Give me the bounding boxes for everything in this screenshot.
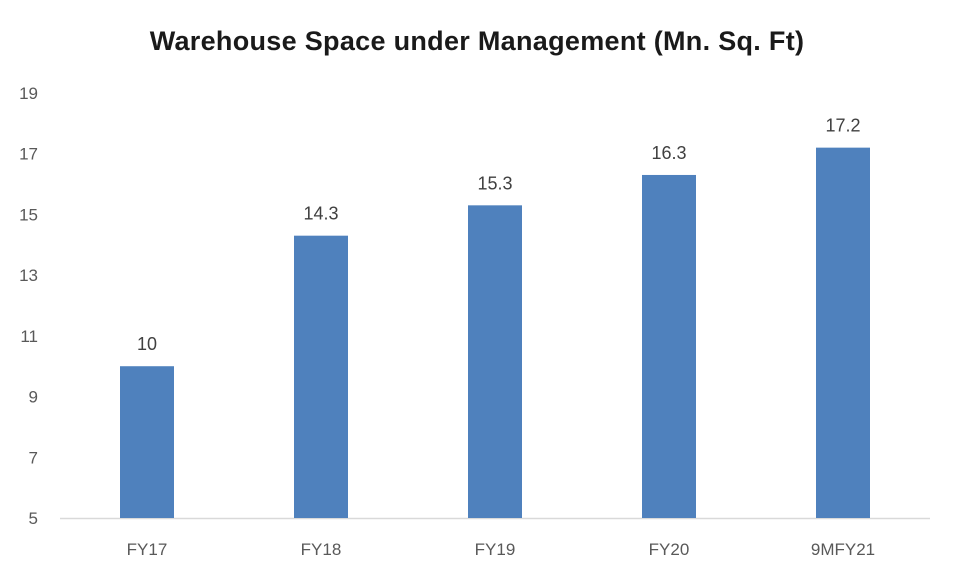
data-label-fy17: 10 [137, 334, 157, 354]
x-axis-category-labels: FY17 FY18 FY19 FY20 9MFY21 [127, 540, 875, 559]
bars [120, 147, 870, 519]
chart-title: Warehouse Space under Management (Mn. Sq… [149, 26, 805, 56]
y-tick-label: 17 [19, 145, 38, 164]
y-tick-label: 19 [19, 84, 38, 103]
bar-fy19 [468, 205, 522, 519]
data-label-fy18: 14.3 [303, 204, 338, 224]
bar-fy18 [294, 235, 348, 518]
x-tick-label-fy17: FY17 [127, 540, 168, 559]
bar-fy20 [642, 174, 696, 518]
y-axis-ticks: 5 7 9 11 13 15 17 19 [19, 84, 38, 528]
y-tick-label: 15 [19, 205, 38, 224]
data-label-fy19: 15.3 [477, 173, 512, 193]
x-tick-label-fy19: FY19 [475, 540, 516, 559]
y-tick-label: 13 [19, 266, 38, 285]
x-tick-label-9mfy21: 9MFY21 [811, 540, 875, 559]
x-tick-label-fy18: FY18 [301, 540, 342, 559]
x-tick-label-fy20: FY20 [649, 540, 690, 559]
bar-9mfy21 [816, 147, 870, 518]
y-tick-label: 5 [29, 509, 38, 528]
y-tick-label: 11 [20, 327, 38, 346]
y-tick-label: 7 [29, 448, 38, 467]
data-label-fy20: 16.3 [651, 143, 686, 163]
bar-fy17 [120, 366, 174, 518]
y-tick-label: 9 [29, 388, 38, 407]
data-label-9mfy21: 17.2 [825, 116, 860, 136]
data-labels: 10 14.3 15.3 16.3 17.2 [137, 116, 861, 355]
